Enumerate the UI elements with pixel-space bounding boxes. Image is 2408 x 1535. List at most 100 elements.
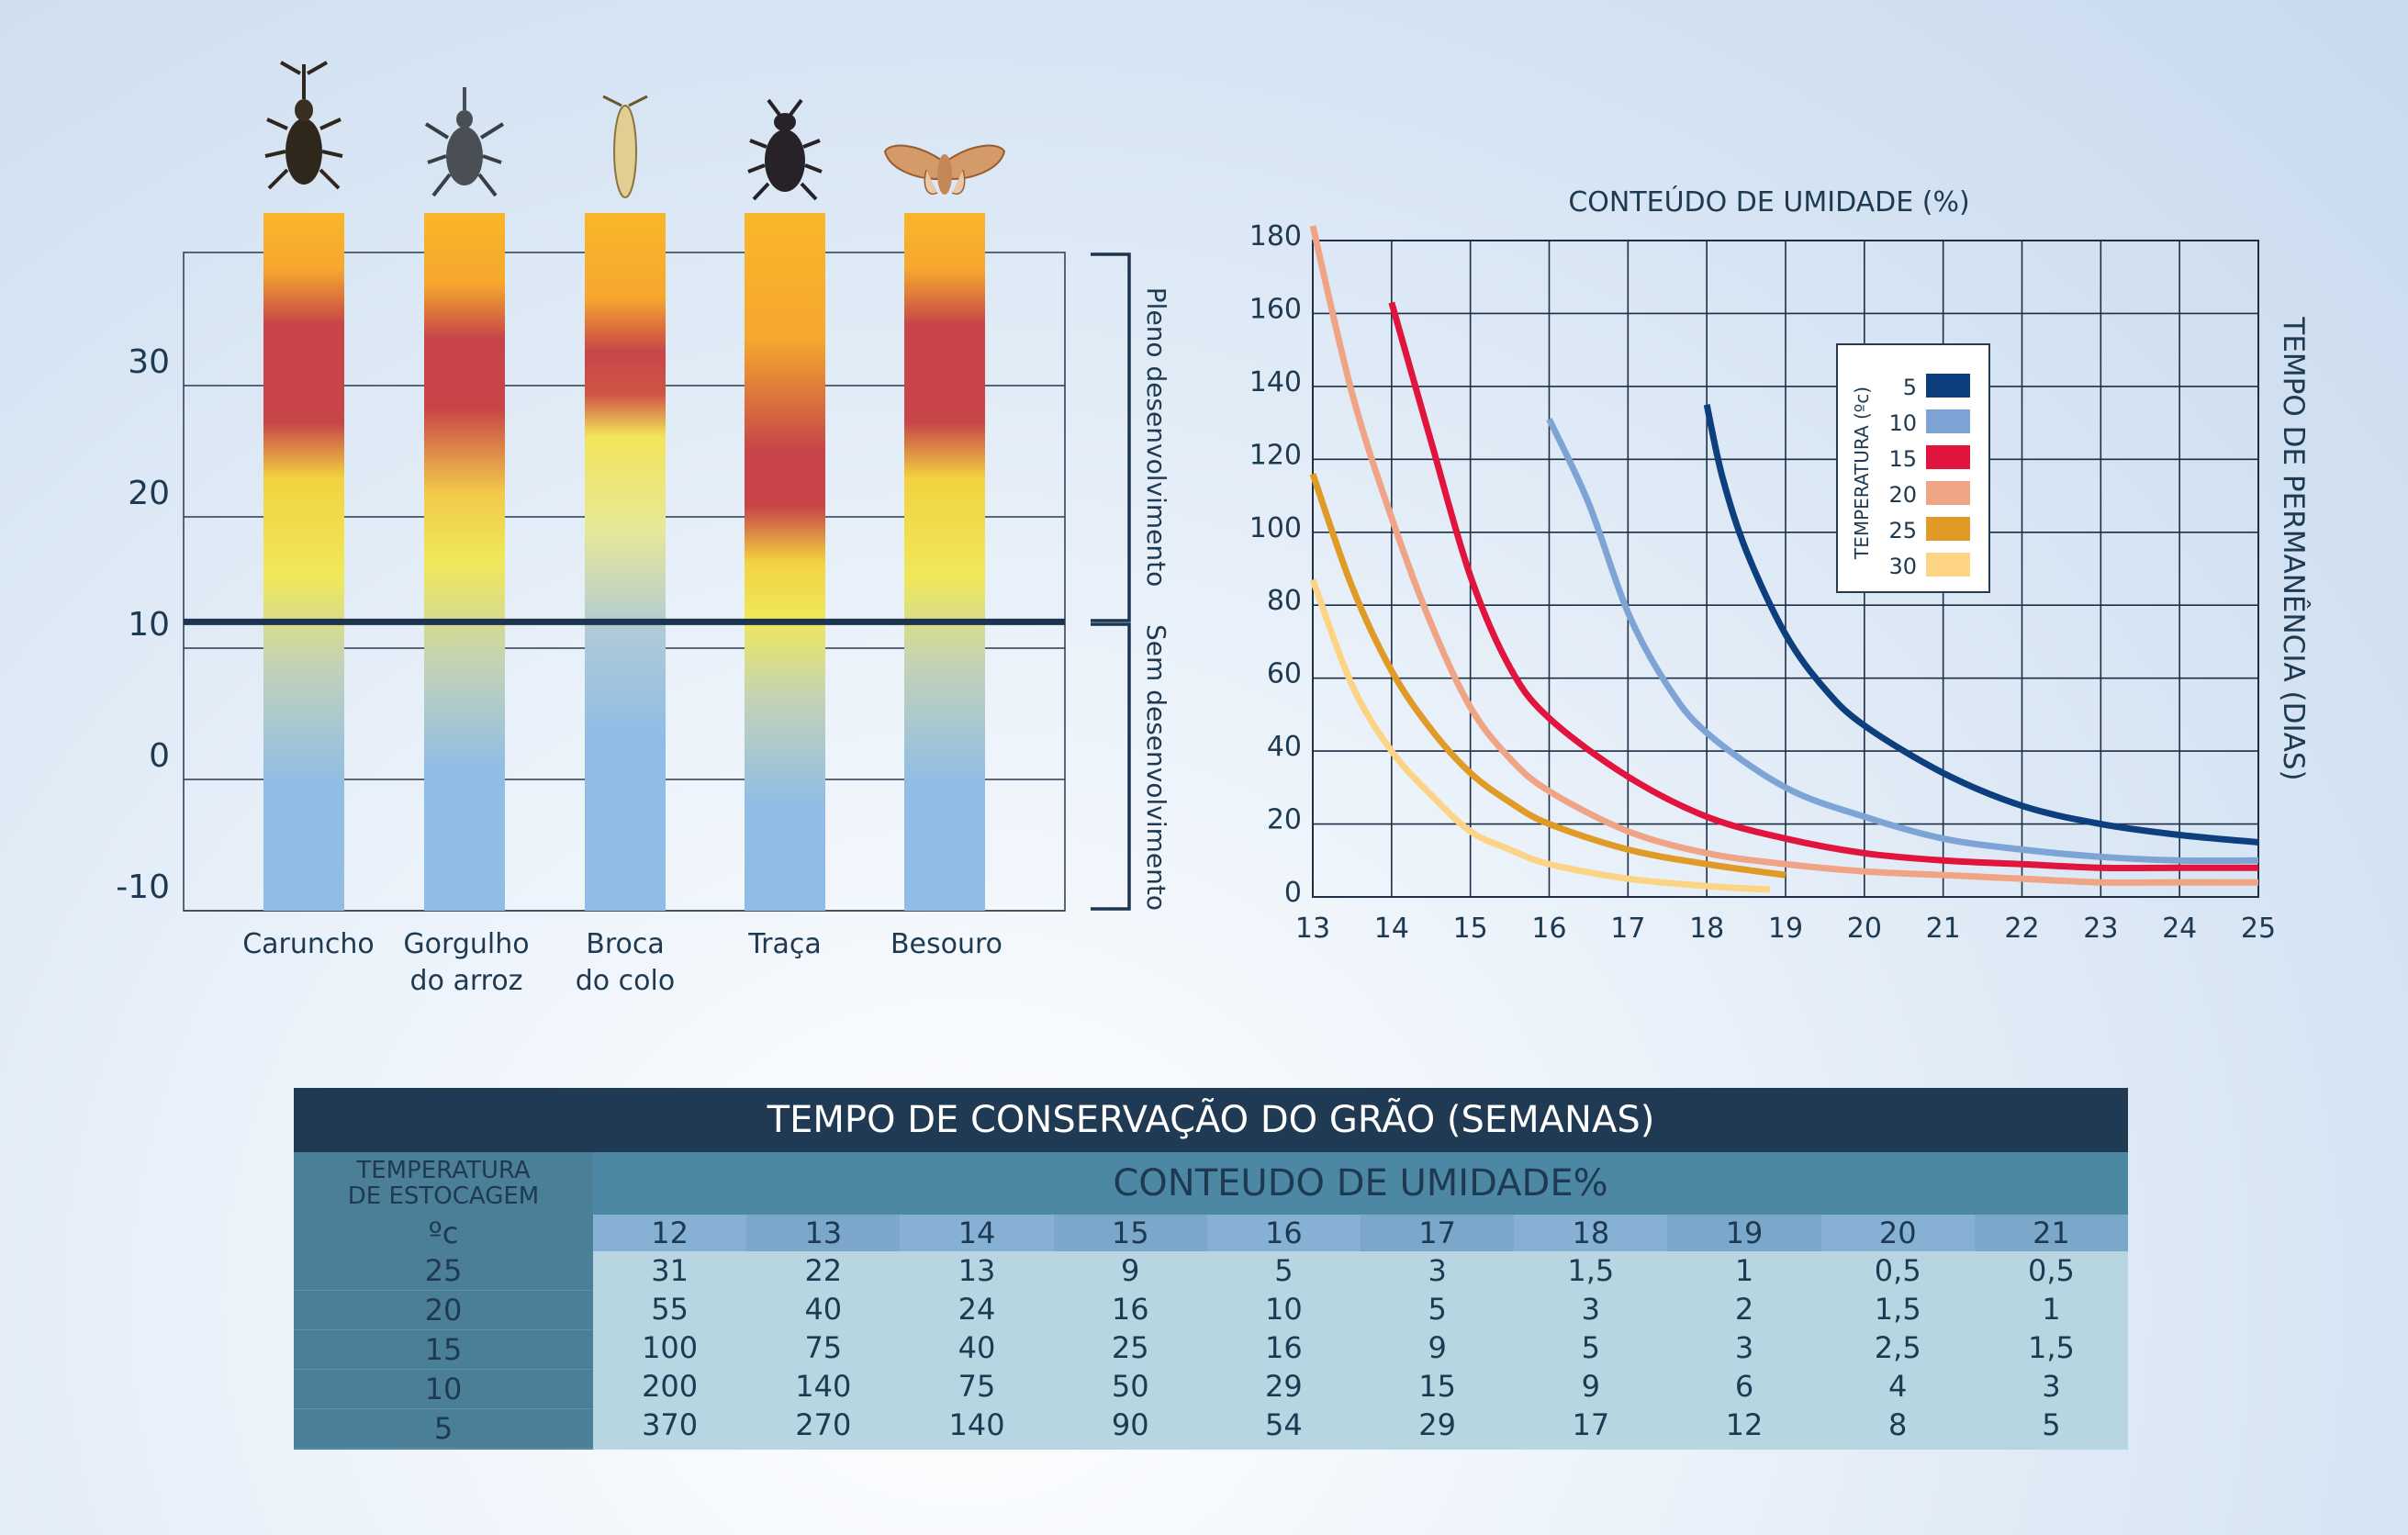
table-column-header: 13: [746, 1215, 901, 1251]
beetle-icon: [747, 98, 823, 201]
legend-label-15: 15: [1888, 446, 1917, 472]
line-chart-x-tick: 20: [1847, 913, 1882, 945]
table-row-label: 15: [294, 1330, 593, 1370]
table-title: TEMPO DE CONSERVAÇÃO DO GRÃO (SEMANAS): [294, 1088, 2128, 1152]
table-cell: 0,5: [2027, 1253, 2075, 1288]
legend-swatch-25: [1926, 517, 1970, 541]
table-cell: 5: [2042, 1407, 2061, 1442]
line-chart-x-tick: 14: [1374, 913, 1409, 945]
left-y-tick-label: 10: [128, 606, 170, 644]
table-cell: 75: [804, 1330, 843, 1365]
line-chart-y-tick: 100: [1249, 512, 1302, 544]
line-chart-y-tick: 60: [1267, 658, 1302, 690]
line-chart-x-tick: 19: [1768, 913, 1803, 945]
table-cell: 13: [958, 1253, 996, 1288]
moth-larva-icon: [602, 95, 648, 198]
table-column-header: 12: [593, 1215, 747, 1251]
table-body: 31 22 13 9 5 3 1,5 1 0,5 0,5 55 40 24 16 10 5 3 2 1,5 1 100 7…: [593, 1251, 2128, 1450]
table-cell: 10: [1265, 1292, 1303, 1327]
bracket-upper: [1091, 252, 1131, 622]
table-column-group-header: CONTEUDO DE UMIDADE%: [593, 1152, 2128, 1215]
legend-label-10: 10: [1888, 410, 1917, 436]
bar-besouro: [904, 213, 985, 911]
table-column-header: 15: [1053, 1215, 1207, 1251]
series-line-30: [1309, 578, 1771, 893]
table-cell: 25: [1111, 1330, 1149, 1365]
category-label-broca-line1: Broca: [586, 928, 665, 960]
legend-items: 5 10 15 20 25 30: [1888, 374, 1970, 579]
legend: TEMPERATURA (ºc) 5 10 15 20 25 30: [1836, 343, 1990, 593]
table-cell: 2: [1734, 1292, 1754, 1327]
legend-swatch-10: [1926, 409, 1970, 433]
table-column-header: 18: [1514, 1215, 1668, 1251]
table-unit-label: ºc: [294, 1215, 593, 1251]
bracket-label-lower: Sem desenvolvimento: [1141, 624, 1171, 911]
table-row-label: 10: [294, 1370, 593, 1409]
table-row: 370 270 140 90 54 29 17 12 8 5: [593, 1406, 2128, 1444]
weevil-icon: [264, 61, 343, 190]
category-label-besouro: Besouro: [890, 928, 1002, 960]
left-y-tick-label: 30: [128, 343, 170, 381]
table-side-header-line2: DE ESTOCAGEM: [347, 1182, 540, 1210]
table-cell: 24: [958, 1292, 996, 1327]
table-row-label: 25: [294, 1251, 593, 1291]
table-cell: 54: [1265, 1407, 1303, 1442]
table-column-header: 17: [1361, 1215, 1515, 1251]
category-label-gorgulho-line2: do arroz: [410, 965, 523, 997]
table-cell: 9: [1428, 1330, 1447, 1365]
legend-title: TEMPERATURA (ºc): [1851, 387, 1873, 560]
table-cell: 0,5: [1874, 1253, 1921, 1288]
series-line-25: [1309, 473, 1786, 879]
table-cell: 55: [651, 1292, 689, 1327]
insect-temperature-chart: 30 20 10 0 -10 Caruncho Gorgulho do arroz Br…: [116, 61, 1171, 997]
legend-label-20: 20: [1888, 482, 1917, 508]
table-row: 55 40 24 16 10 5 3 2 1,5 1: [593, 1290, 2128, 1328]
category-label-caruncho: Caruncho: [242, 928, 375, 960]
table-cell: 140: [795, 1369, 852, 1404]
table-cell: 16: [1265, 1330, 1303, 1365]
line-chart-y-tick: 140: [1249, 366, 1302, 398]
table-cell: 12: [1725, 1407, 1764, 1442]
table-column-headers: 12 13 14 15 16 17 18 19 20 21: [593, 1215, 2129, 1251]
table-cell: 5: [1428, 1292, 1447, 1327]
line-chart-y-tick: 80: [1267, 585, 1302, 617]
legend-label-30: 30: [1888, 554, 1917, 579]
table-cell: 17: [1572, 1407, 1610, 1442]
table-column-header: 20: [1820, 1215, 1975, 1251]
legend-swatch-30: [1926, 553, 1970, 577]
table-cell: 1,5: [1567, 1253, 1615, 1288]
legend-swatch-15: [1926, 445, 1970, 469]
rice-weevil-icon: [424, 87, 505, 197]
table-row: 31 22 13 9 5 3 1,5 1 0,5 0,5: [593, 1251, 2128, 1290]
table-cell: 3: [1428, 1253, 1447, 1288]
table-cell: 270: [795, 1407, 852, 1442]
line-chart-y-tick-labels: 0 20 40 60 80 100 120 140 160 180: [1249, 220, 1302, 909]
table-column-header: 19: [1667, 1215, 1821, 1251]
bar-caruncho: [263, 213, 344, 911]
table-cell: 140: [948, 1407, 1005, 1442]
series-line-5: [1703, 404, 2259, 846]
table-cell: 370: [642, 1407, 699, 1442]
moisture-line-chart: CONTEÚDO DE UMIDADE (%) 0 20 40 60 80 100 120 1…: [1249, 185, 2310, 945]
table-column-header: 14: [900, 1215, 1054, 1251]
table-cell: 3: [2042, 1369, 2061, 1404]
category-label-broca-line2: do colo: [576, 965, 675, 997]
conservation-table: TEMPO DE CONSERVAÇÃO DO GRÃO (SEMANAS) T…: [294, 1088, 2129, 1450]
table-cell: 5: [1274, 1253, 1294, 1288]
table-cell: 40: [804, 1292, 843, 1327]
table-cell: 29: [1418, 1407, 1456, 1442]
table-cell: 40: [958, 1330, 996, 1365]
table-cell: 31: [651, 1253, 689, 1288]
table-cell: 16: [1111, 1292, 1149, 1327]
table-cell: 100: [642, 1330, 699, 1365]
table-row-labels: 25 20 15 10 5: [294, 1251, 593, 1450]
line-chart-y-tick: 0: [1284, 877, 1302, 909]
line-chart-x-tick: 16: [1531, 913, 1566, 945]
table-cell: 200: [642, 1369, 699, 1404]
table-cell: 2,5: [1874, 1330, 1921, 1365]
table-cell: 75: [958, 1369, 996, 1404]
category-label-gorgulho-line1: Gorgulho: [403, 928, 529, 960]
series-line-15: [1388, 301, 2258, 872]
line-chart-y-tick: 180: [1249, 220, 1302, 252]
table-cell: 8: [1888, 1407, 1908, 1442]
